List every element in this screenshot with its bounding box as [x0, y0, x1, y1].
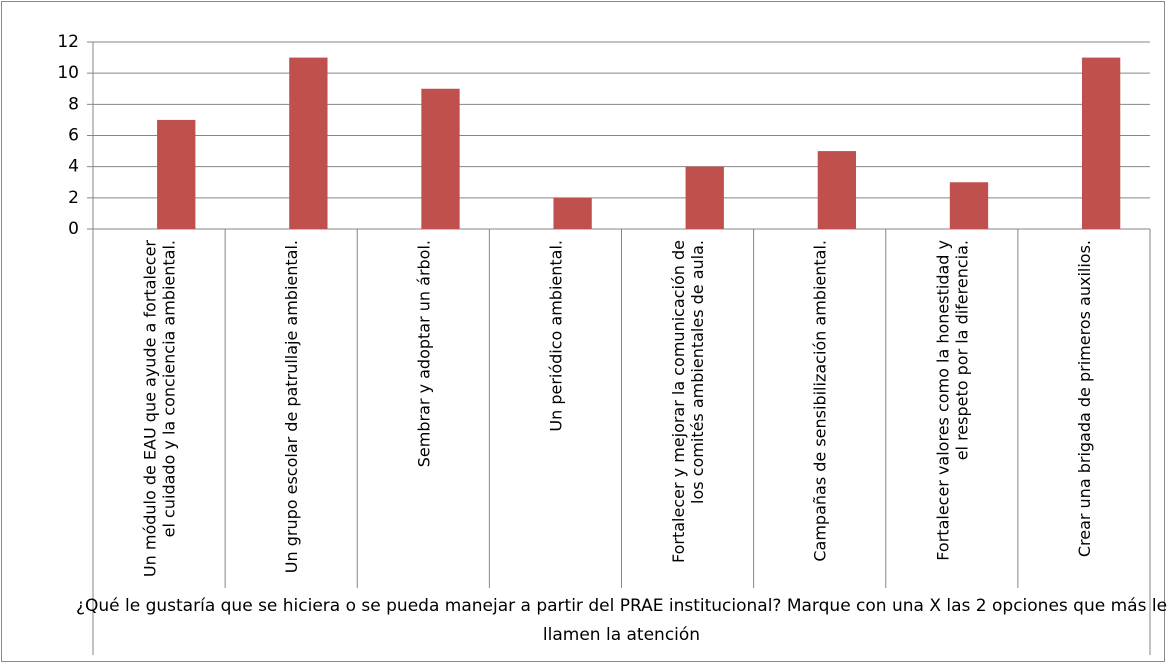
- bar: [817, 151, 857, 229]
- bar: [949, 182, 989, 229]
- bar: [157, 119, 196, 229]
- category-label-group: Fortalecer y mejorar la comunicación del…: [669, 240, 707, 563]
- x-tick-label: Un periódico ambiental.: [546, 240, 565, 432]
- x-tick-label: Crear una brigada de primeros auxilios.: [1075, 240, 1094, 557]
- y-tick-label: 6: [68, 126, 79, 146]
- x-tick-label: Sembrar y adoptar un árbol.: [414, 240, 433, 467]
- x-tick-label: Un módulo de EAU que ayude a fortalecere…: [141, 240, 179, 577]
- x-tick-label: Un grupo escolar de patrullaje ambiental…: [282, 240, 301, 573]
- x-tick-label: Fortalecer valores como la honestidad ye…: [933, 240, 971, 561]
- y-tick-label: 12: [57, 32, 79, 52]
- category-label-group: Crear una brigada de primeros auxilios.: [1075, 240, 1094, 557]
- category-label-group: Un periódico ambiental.: [546, 240, 565, 432]
- x-axis-title: ¿Qué le gustaría que se hiciera o se pue…: [76, 596, 1167, 645]
- x-tick-label: Campañas de sensibilización ambiental.: [811, 240, 830, 562]
- y-tick-label: 4: [68, 157, 79, 177]
- category-label-group: Sembrar y adoptar un árbol.: [414, 240, 433, 467]
- category-label-group: Campañas de sensibilización ambiental.: [811, 240, 830, 562]
- category-label-group: Un grupo escolar de patrullaje ambiental…: [282, 240, 301, 573]
- x-tick-label: Fortalecer y mejorar la comunicación del…: [669, 240, 707, 563]
- y-tick-label: 2: [68, 188, 79, 208]
- category-label-group: Fortalecer valores como la honestidad ye…: [933, 240, 971, 561]
- bar: [553, 197, 592, 229]
- bar: [1081, 57, 1121, 230]
- y-tick-label: 0: [68, 219, 79, 239]
- bar: [421, 88, 460, 229]
- category-label-group: Un módulo de EAU que ayude a fortalecere…: [141, 240, 179, 577]
- bar: [685, 166, 724, 229]
- y-tick-label: 10: [57, 63, 79, 83]
- bar: [289, 57, 328, 230]
- y-tick-label: 8: [68, 94, 79, 114]
